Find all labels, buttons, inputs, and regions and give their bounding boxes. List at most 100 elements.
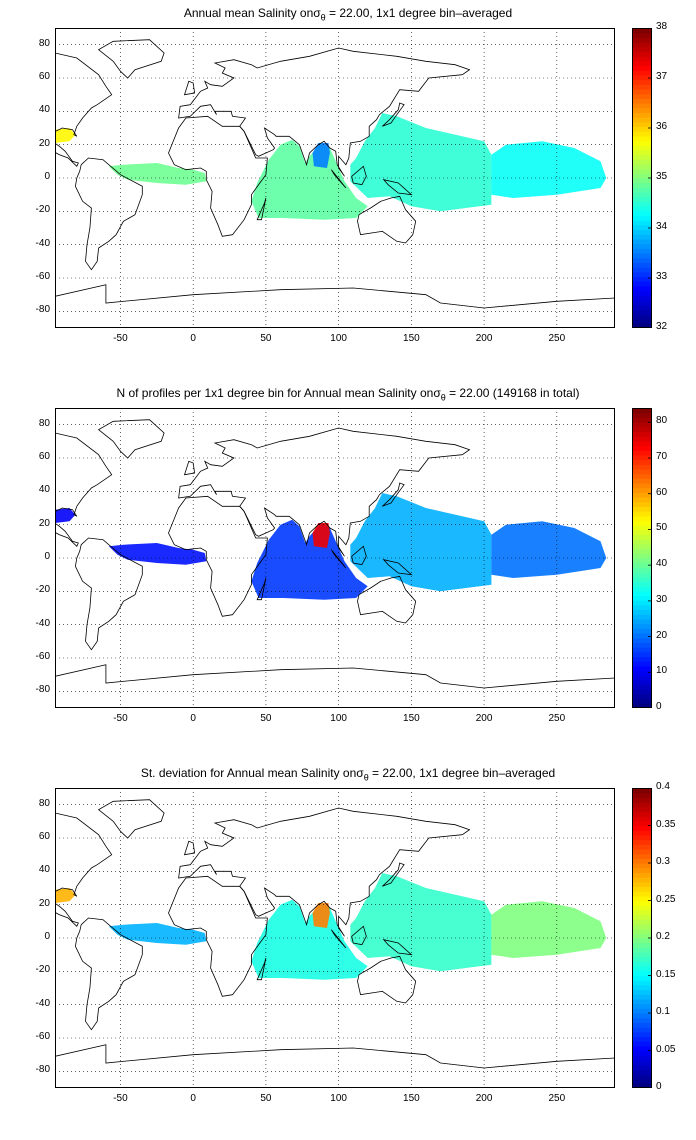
colorbar-band (632, 914, 652, 920)
colorbar-band (632, 698, 652, 704)
coastline (351, 545, 367, 566)
colorbar (632, 28, 652, 328)
colorbar-band (632, 820, 652, 827)
x-tick-label: 250 (548, 333, 566, 344)
coastline (178, 807, 471, 937)
x-tick-label: 150 (403, 1093, 420, 1104)
x-tick-label: 200 (475, 1093, 493, 1104)
coastline (55, 1044, 615, 1088)
colorbar-band (632, 693, 652, 700)
x-tick-label: 150 (403, 333, 420, 344)
colorbar-tick-label: 0.25 (656, 893, 676, 905)
colorbar-band (632, 980, 652, 986)
colorbar-band (632, 553, 652, 559)
grid-lines (55, 788, 615, 1088)
colorbar-band (632, 464, 652, 470)
colorbar-band (632, 65, 652, 71)
colorbar-band (632, 257, 652, 263)
y-tick-label: -60 (35, 271, 50, 282)
colorbar-tick-label: 0.4 (656, 781, 670, 792)
colorbar-band (632, 445, 652, 451)
x-tick-label: 50 (260, 333, 272, 344)
data-region (491, 141, 607, 198)
colorbar-band (632, 1027, 652, 1033)
x-tick-label: 0 (190, 713, 196, 724)
colorbar-band (632, 1031, 652, 1038)
colorbar-band (632, 618, 652, 625)
y-tick-label: 0 (44, 171, 50, 182)
y-tick-label: -80 (35, 1064, 50, 1076)
colorbar-band (632, 1017, 652, 1023)
coastline (382, 179, 413, 196)
x-tick-label: 100 (330, 333, 347, 344)
colorbar-band (632, 525, 652, 531)
y-tick-label: 20 (38, 897, 50, 909)
title-suffix: = 22.00, 1x1 degree bin–averaged (368, 766, 556, 780)
data-region (251, 519, 368, 600)
colorbar-band (632, 529, 652, 536)
y-tick-label: -40 (35, 997, 50, 1009)
coastline (55, 664, 615, 708)
colorbar-tick-label: 34 (656, 221, 668, 232)
coastline (351, 165, 367, 186)
coastlines (55, 39, 615, 328)
colorbar-band (632, 422, 652, 428)
colorbar-band (632, 276, 652, 282)
map-plot (55, 408, 615, 708)
colorbar-tick-label: 0.1 (656, 1006, 670, 1017)
colorbar-band (632, 947, 652, 953)
colorbar-band (632, 600, 652, 606)
colorbar-band (632, 37, 652, 43)
data-region (350, 493, 492, 592)
y-tick-label: 60 (38, 451, 50, 462)
colorbar-band (632, 497, 652, 503)
colorbar-band (632, 891, 652, 897)
colorbar-band (632, 839, 652, 845)
colorbar-band (632, 163, 652, 170)
colorbar-band (632, 60, 652, 67)
colorbar-band (632, 70, 652, 76)
data-region (55, 508, 76, 523)
colorbar-tick-label: 80 (656, 415, 668, 427)
y-tick-label: 20 (38, 517, 50, 529)
colorbar-band (632, 408, 652, 414)
title-text: Annual mean Salinity on (183, 6, 314, 20)
colorbar-band (632, 304, 652, 310)
colorbar-band (632, 121, 652, 128)
colorbar-band (632, 131, 652, 137)
chart-title: St. deviation for Annual mean Salinity o… (0, 766, 696, 782)
colorbar-band (632, 107, 652, 113)
sigma-symbol: σ (313, 6, 321, 20)
coastlines (55, 419, 615, 708)
coastline (183, 460, 196, 476)
colorbar-band (632, 450, 652, 456)
y-tick-label: 80 (38, 797, 50, 809)
colorbar-band (632, 323, 652, 328)
colorbar-band (632, 98, 652, 104)
colorbar-band (632, 923, 652, 930)
colorbar-band (632, 590, 652, 597)
colorbar-band (632, 1045, 652, 1052)
colorbar-band (632, 487, 652, 493)
y-tick-label: 60 (38, 71, 50, 82)
colorbar-band (632, 604, 652, 611)
colorbar-band (632, 952, 652, 958)
colorbar-band (632, 679, 652, 686)
coastline (256, 577, 267, 601)
y-tick-label: -80 (35, 684, 50, 696)
colorbar-band (632, 919, 652, 925)
sigma-subscript: θ (440, 392, 446, 403)
data-region (350, 113, 492, 212)
colorbar-band (632, 1083, 652, 1088)
colorbar-band (632, 853, 652, 859)
data-region (251, 899, 368, 980)
coastline (331, 549, 347, 569)
colorbar (632, 788, 652, 1088)
y-tick-label: -60 (35, 1031, 50, 1042)
y-tick-label: 20 (38, 137, 50, 149)
colorbar-band (632, 117, 652, 123)
colorbar-tick-label: 60 (656, 486, 668, 498)
std-deviation-panel: St. deviation for Annual mean Salinity o… (0, 760, 696, 1140)
colorbar-frame (632, 408, 652, 708)
colorbar-band (632, 262, 652, 268)
